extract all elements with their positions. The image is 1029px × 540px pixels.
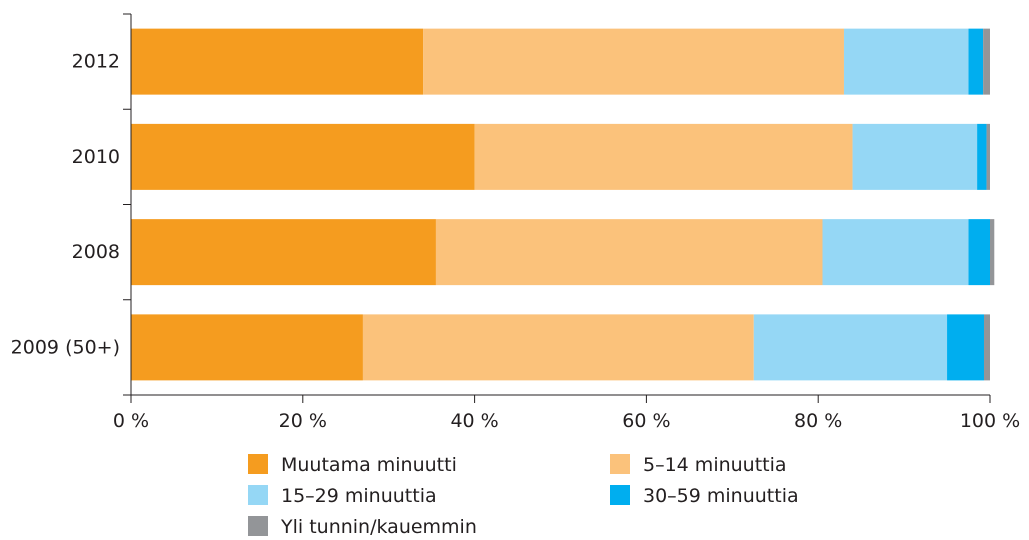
x-tick-label: 80 % <box>794 410 842 432</box>
x-tick-label: 100 % <box>960 410 1020 432</box>
bar-2010-series-1 <box>131 123 475 190</box>
bar-2009-50-series-3 <box>753 314 948 381</box>
legend: Muutama minuutti 5–14 minuuttia 15–29 minu… <box>248 454 799 538</box>
legend-label-4: 30–59 minuuttia <box>643 485 799 507</box>
legend-swatch-4 <box>610 485 630 505</box>
bar-2012-series-4 <box>968 28 984 95</box>
y-tick-label: 2008 <box>72 241 120 263</box>
legend-swatch-3 <box>248 485 268 505</box>
x-tick-label: 40 % <box>450 410 498 432</box>
bar-2009-50-series-1 <box>131 314 363 381</box>
legend-label-3: 15–29 minuuttia <box>281 485 437 507</box>
bar-2008-series-2 <box>435 219 823 286</box>
bar-2008-series-3 <box>822 219 969 286</box>
bar-2012-series-1 <box>131 28 424 95</box>
legend-swatch-2 <box>610 454 630 474</box>
x-tick-label: 0 % <box>113 410 149 432</box>
legend-label-5: Yli tunnin/kauemmin <box>280 516 477 538</box>
bar-2008-series-1 <box>131 219 436 286</box>
x-tick-label: 60 % <box>622 410 670 432</box>
x-tick-label: 20 % <box>279 410 327 432</box>
y-tick-label: 2010 <box>72 146 120 168</box>
bar-2010-series-2 <box>474 123 853 190</box>
y-tick-label: 2009 (50+) <box>11 336 120 358</box>
bar-2010-series-4 <box>977 123 987 190</box>
bar-2009-50-series-5 <box>983 314 990 381</box>
legend-label-2: 5–14 minuuttia <box>643 454 787 476</box>
bar-2008-series-4 <box>968 219 990 286</box>
bar-2009-50-series-4 <box>947 314 984 381</box>
legend-swatch-1 <box>248 454 268 474</box>
legend-label-1: Muutama minuutti <box>281 454 457 476</box>
bar-2010-series-3 <box>852 123 978 190</box>
legend-swatch-5 <box>248 516 268 536</box>
bar-2012-series-2 <box>423 28 844 95</box>
bar-2009-50-series-2 <box>362 314 754 381</box>
bar-area <box>131 28 995 381</box>
bar-2012-series-3 <box>843 28 969 95</box>
bar-2012-series-5 <box>983 28 990 95</box>
bar-2010-series-5 <box>986 123 990 190</box>
bar-2008-series-5 <box>990 219 995 286</box>
y-axis: 2012 2010 2008 2009 (50+) <box>11 13 132 396</box>
y-tick-label: 2012 <box>72 51 120 73</box>
x-axis: 0 % 20 % 40 % 60 % 80 % 100 % <box>113 394 1020 432</box>
